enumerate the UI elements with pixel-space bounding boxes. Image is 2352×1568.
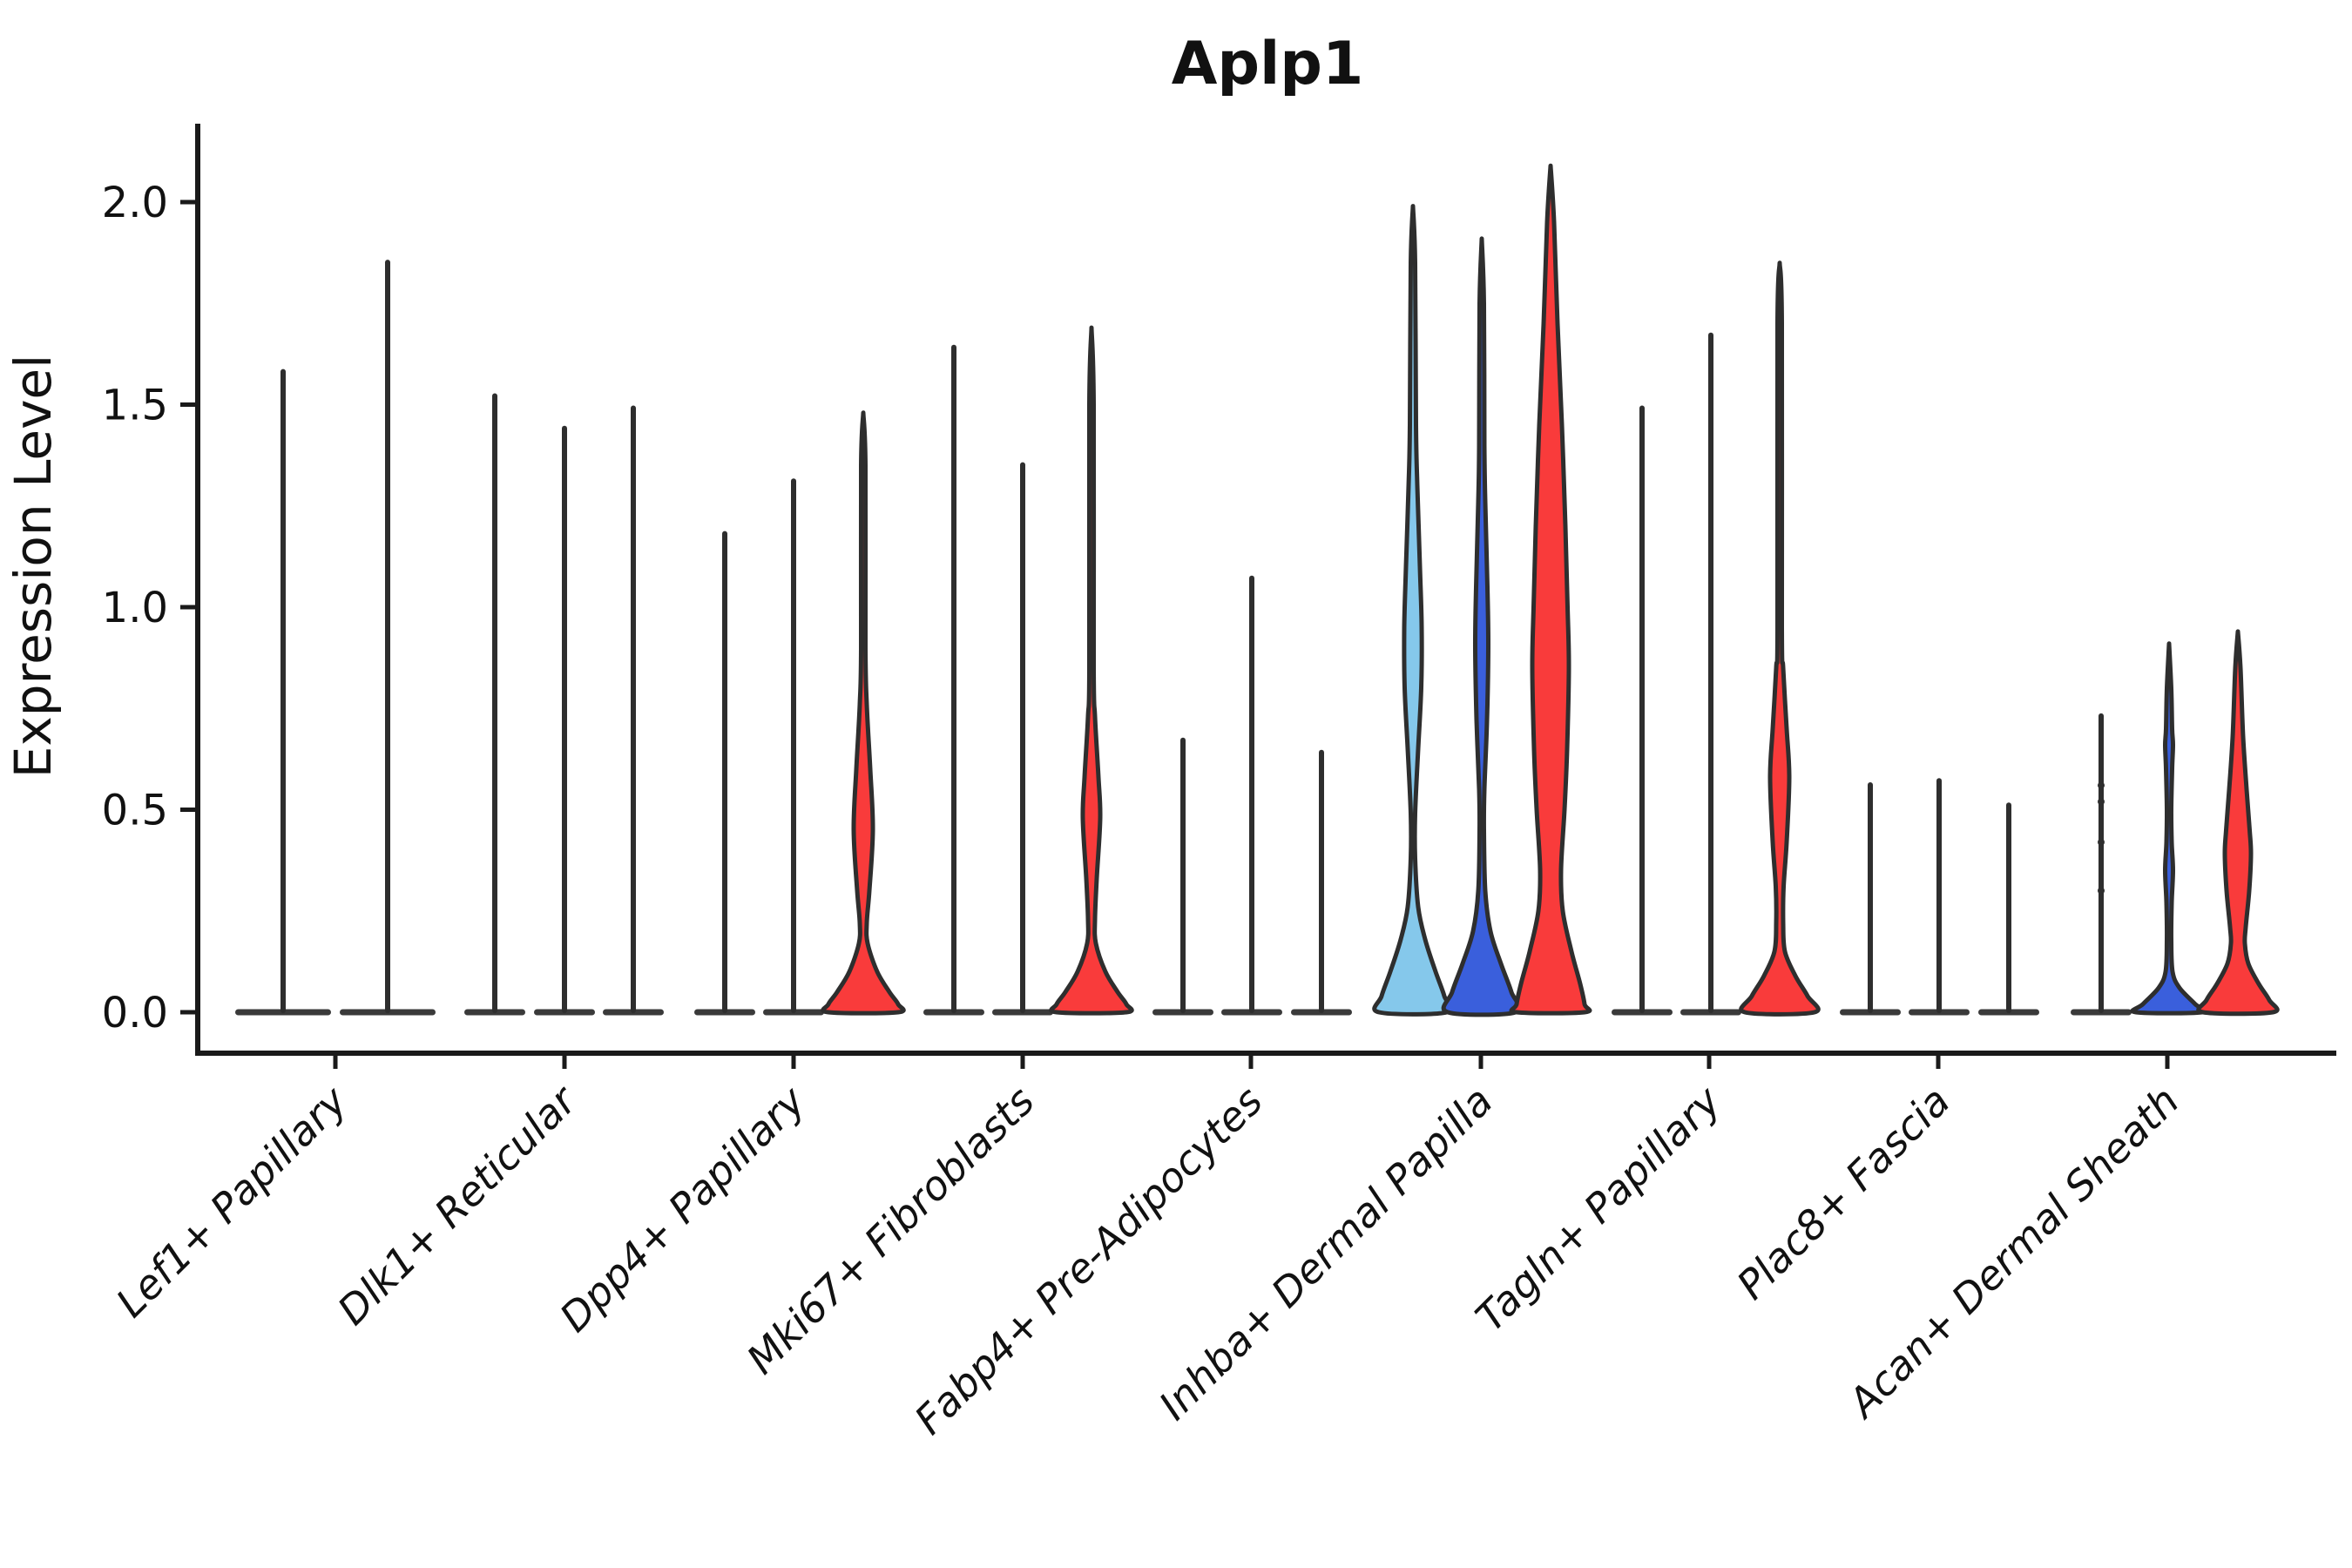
x-category-label: Plac8+ Fascia [1727, 1078, 1958, 1308]
y-tick-label: 0.0 [102, 989, 168, 1037]
violin-red [1509, 163, 1592, 1016]
violin-red [2196, 629, 2280, 1017]
violin-blue [1441, 236, 1523, 1017]
x-category-label: Lef1+ Papillary [107, 1077, 356, 1326]
violin-point [2098, 838, 2105, 846]
chart-title: Aplp1 [1172, 30, 1364, 98]
y-tick-label: 2.0 [102, 179, 168, 227]
violin-point [2098, 887, 2105, 895]
violin-red [1739, 260, 1821, 1017]
violin-lightblue [1372, 204, 1454, 1017]
x-category-label: Dpp4+ Papillary [551, 1077, 814, 1341]
violin-point [2098, 798, 2105, 806]
y-tick-label: 1.0 [102, 584, 168, 632]
violin-red [1049, 325, 1134, 1016]
y-axis-label: Expression Level [3, 355, 63, 778]
y-tick-label: 0.5 [102, 787, 168, 835]
x-category-label: Dlk1+ Reticular [328, 1075, 587, 1334]
x-category-label: Tagln+ Papillary [1466, 1077, 1730, 1341]
violin-point [2098, 781, 2105, 789]
violin-blue [2130, 641, 2208, 1016]
y-tick-label: 1.5 [102, 382, 168, 430]
violin-red [821, 410, 906, 1016]
